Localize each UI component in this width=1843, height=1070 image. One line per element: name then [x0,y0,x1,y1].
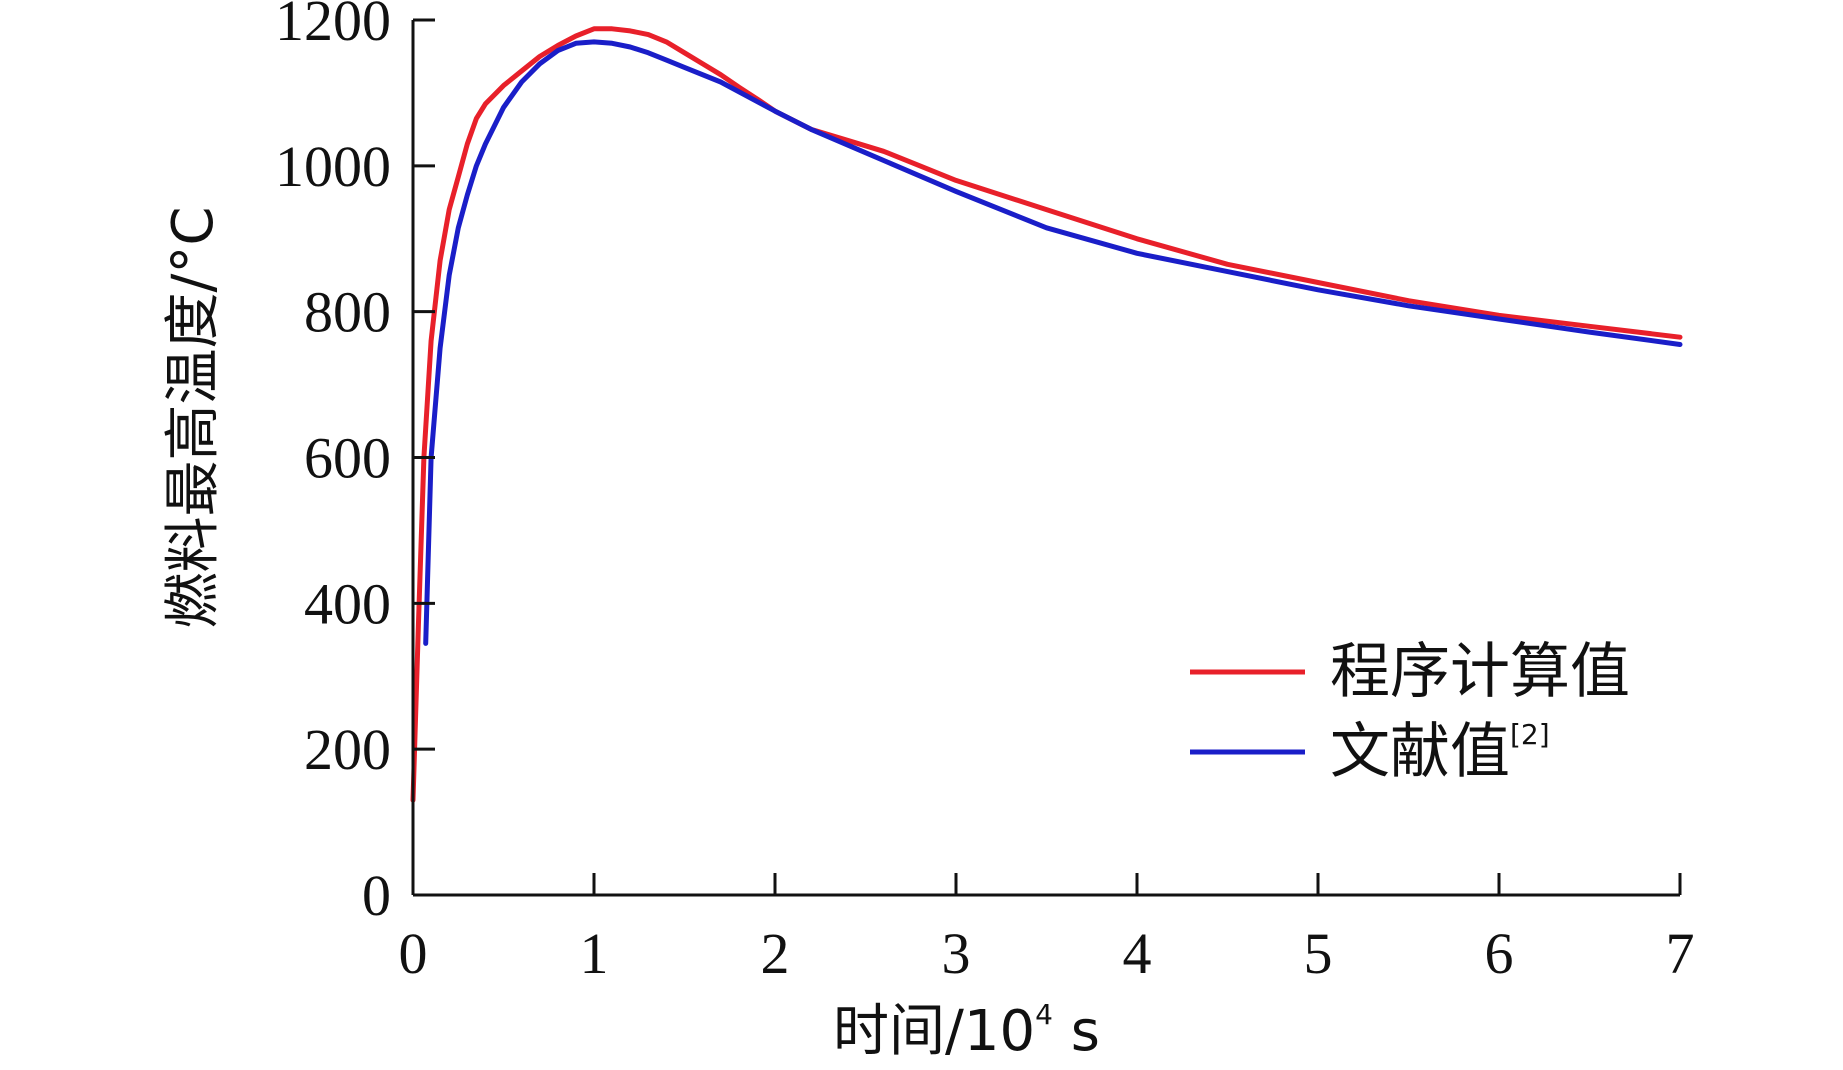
x-tick-label: 5 [1304,921,1333,986]
x-tick-label: 6 [1485,921,1514,986]
plot-area [410,26,1683,803]
y-tick-label: 200 [304,717,391,782]
legend-label-1: 程序计算值 [1330,637,1630,707]
series-line-1 [410,26,1683,803]
x-tick-label: 0 [399,921,428,986]
axes: 0 200 400 600 800 1000 1200 0 1 2 3 4 5 6 7 时间/104 s 燃料最… [161,0,1695,1064]
y-axis-title: 燃料最高温度/°C [161,207,226,629]
x-tick-label: 4 [1123,921,1152,986]
y-tick-label: 400 [304,571,391,636]
y-tick-label: 1000 [275,134,391,199]
x-tick-label: 2 [761,921,790,986]
y-tick-label: 0 [362,863,391,928]
x-tick-label: 3 [942,921,971,986]
y-tick-label: 800 [304,280,391,345]
series-line-2 [423,39,1683,646]
legend-label-2: 文献值[2] [1330,717,1550,787]
x-tick-label: 7 [1666,921,1695,986]
y-tick-label: 600 [304,426,391,491]
x-axis-title: 时间/104 s [833,998,1100,1064]
y-tick-label: 1200 [275,0,391,53]
x-tick-label: 1 [580,921,609,986]
